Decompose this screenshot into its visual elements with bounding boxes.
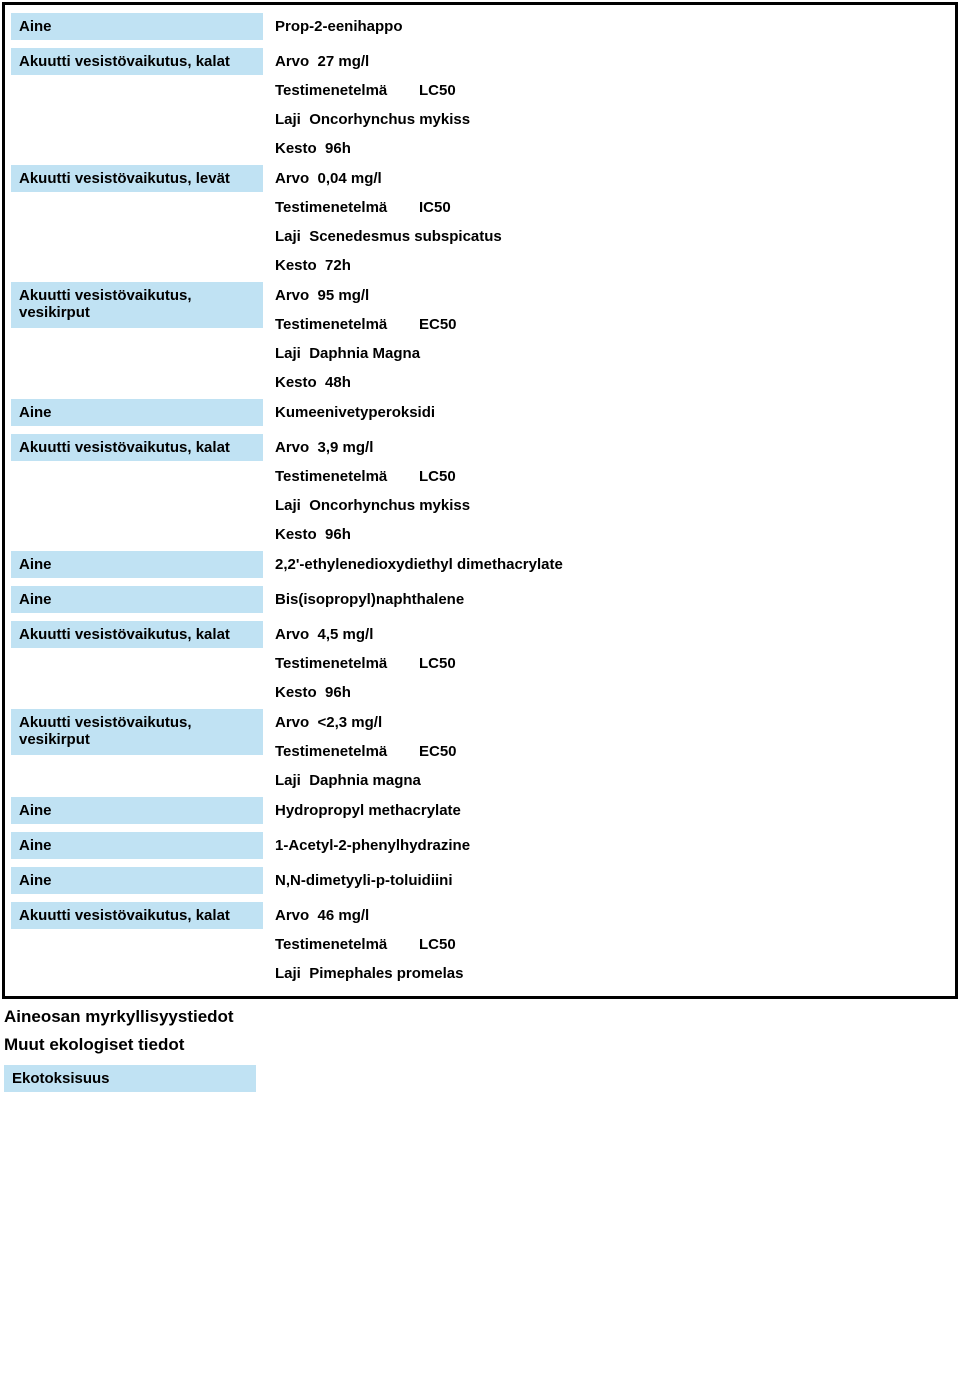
v-method: IC50 — [419, 199, 451, 216]
row-aine: Aine Bis(isopropyl)naphthalene — [11, 586, 949, 613]
k-method: Testimenetelmä — [275, 655, 419, 672]
label-aine: Aine — [11, 797, 263, 824]
row-aine: Aine 2,2'-ethylenedioxydiethyl dimethacr… — [11, 551, 949, 578]
v-laji: Oncorhynchus mykiss — [309, 497, 470, 514]
row-fish: Akuutti vesistövaikutus, kalat Arvo 3,9 … — [11, 434, 949, 543]
v-arvo: 46 mg/l — [318, 907, 370, 924]
value-substance: N,N-dimetyyli-p-toluidiini — [263, 867, 453, 889]
v-method: LC50 — [419, 936, 456, 953]
value-substance: Bis(isopropyl)naphthalene — [263, 586, 464, 608]
k-laji: Laji — [275, 228, 301, 245]
row-algae: Akuutti vesistövaikutus, levät Arvo 0,04… — [11, 165, 949, 274]
heading-ecological: Muut ekologiset tiedot — [4, 1035, 956, 1055]
v-laji: Pimephales promelas — [309, 965, 463, 982]
label-daphnia: Akuutti vesistövaikutus, vesikirput — [11, 282, 263, 328]
v-arvo: <2,3 mg/l — [318, 714, 383, 731]
row-aine: Aine Hydropropyl methacrylate — [11, 797, 949, 824]
k-method: Testimenetelmä — [275, 82, 419, 99]
k-arvo: Arvo — [275, 714, 309, 731]
v-laji: Scenedesmus subspicatus — [309, 228, 502, 245]
label-aine: Aine — [11, 586, 263, 613]
k-laji: Laji — [275, 965, 301, 982]
label-fish: Akuutti vesistövaikutus, kalat — [11, 902, 263, 929]
v-method: EC50 — [419, 316, 457, 333]
row-daphnia: Akuutti vesistövaikutus, vesikirput Arvo… — [11, 709, 949, 789]
value-substance: 2,2'-ethylenedioxydiethyl dimethacrylate — [263, 551, 563, 573]
v-method: LC50 — [419, 655, 456, 672]
v-kesto: 72h — [325, 257, 351, 274]
k-method: Testimenetelmä — [275, 316, 419, 333]
k-arvo: Arvo — [275, 53, 309, 70]
label-fish: Akuutti vesistövaikutus, kalat — [11, 434, 263, 461]
row-fish: Akuutti vesistövaikutus, kalat Arvo 46 m… — [11, 902, 949, 982]
row-fish: Akuutti vesistövaikutus, kalat Arvo 4,5 … — [11, 621, 949, 701]
v-method: LC50 — [419, 82, 456, 99]
v-method: EC50 — [419, 743, 457, 760]
row-fish: Akuutti vesistövaikutus, kalat Arvo 27 m… — [11, 48, 949, 157]
k-method: Testimenetelmä — [275, 468, 419, 485]
label-aine: Aine — [11, 13, 263, 40]
label-aine: Aine — [11, 399, 263, 426]
label-aine: Aine — [11, 867, 263, 894]
row-aine: Aine 1-Acetyl-2-phenylhydrazine — [11, 832, 949, 859]
k-arvo: Arvo — [275, 907, 309, 924]
k-laji: Laji — [275, 345, 301, 362]
k-laji: Laji — [275, 772, 301, 789]
label-fish: Akuutti vesistövaikutus, kalat — [11, 48, 263, 75]
v-arvo: 95 mg/l — [318, 287, 370, 304]
k-kesto: Kesto — [275, 526, 317, 543]
k-laji: Laji — [275, 111, 301, 128]
v-kesto: 96h — [325, 526, 351, 543]
heading-toxicity: Aineosan myrkyllisyystiedot — [4, 1007, 956, 1027]
v-arvo: 3,9 mg/l — [318, 439, 374, 456]
k-arvo: Arvo — [275, 170, 309, 187]
value-substance: Prop-2-eenihappo — [263, 13, 403, 35]
v-arvo: 27 mg/l — [318, 53, 370, 70]
row-aine: Aine Prop-2-eenihappo — [11, 13, 949, 40]
k-kesto: Kesto — [275, 684, 317, 701]
v-laji: Oncorhynchus mykiss — [309, 111, 470, 128]
label-daphnia: Akuutti vesistövaikutus, vesikirput — [11, 709, 263, 755]
v-method: LC50 — [419, 468, 456, 485]
k-arvo: Arvo — [275, 287, 309, 304]
row-aine: Aine N,N-dimetyyli-p-toluidiini — [11, 867, 949, 894]
k-method: Testimenetelmä — [275, 936, 419, 953]
row-daphnia: Akuutti vesistövaikutus, vesikirput Arvo… — [11, 282, 949, 391]
v-arvo: 0,04 mg/l — [318, 170, 382, 187]
k-kesto: Kesto — [275, 257, 317, 274]
row-aine: Aine Kumeenivetyperoksidi — [11, 399, 949, 426]
label-aine: Aine — [11, 551, 263, 578]
k-method: Testimenetelmä — [275, 199, 419, 216]
k-method: Testimenetelmä — [275, 743, 419, 760]
label-aine: Aine — [11, 832, 263, 859]
v-kesto: 96h — [325, 684, 351, 701]
label-algae: Akuutti vesistövaikutus, levät — [11, 165, 263, 192]
data-frame: Aine Prop-2-eenihappo Akuutti vesistövai… — [2, 2, 958, 999]
k-kesto: Kesto — [275, 374, 317, 391]
v-laji: Daphnia Magna — [309, 345, 420, 362]
v-laji: Daphnia magna — [309, 772, 421, 789]
k-arvo: Arvo — [275, 439, 309, 456]
label-fish: Akuutti vesistövaikutus, kalat — [11, 621, 263, 648]
label-ekotoksisuus: Ekotoksisuus — [4, 1065, 256, 1092]
v-arvo: 4,5 mg/l — [318, 626, 374, 643]
value-substance: Kumeenivetyperoksidi — [263, 399, 435, 421]
footer-section: Aineosan myrkyllisyystiedot Muut ekologi… — [4, 1007, 956, 1092]
k-kesto: Kesto — [275, 140, 317, 157]
k-arvo: Arvo — [275, 626, 309, 643]
k-laji: Laji — [275, 497, 301, 514]
value-substance: 1-Acetyl-2-phenylhydrazine — [263, 832, 470, 854]
v-kesto: 96h — [325, 140, 351, 157]
value-substance: Hydropropyl methacrylate — [263, 797, 461, 819]
v-kesto: 48h — [325, 374, 351, 391]
